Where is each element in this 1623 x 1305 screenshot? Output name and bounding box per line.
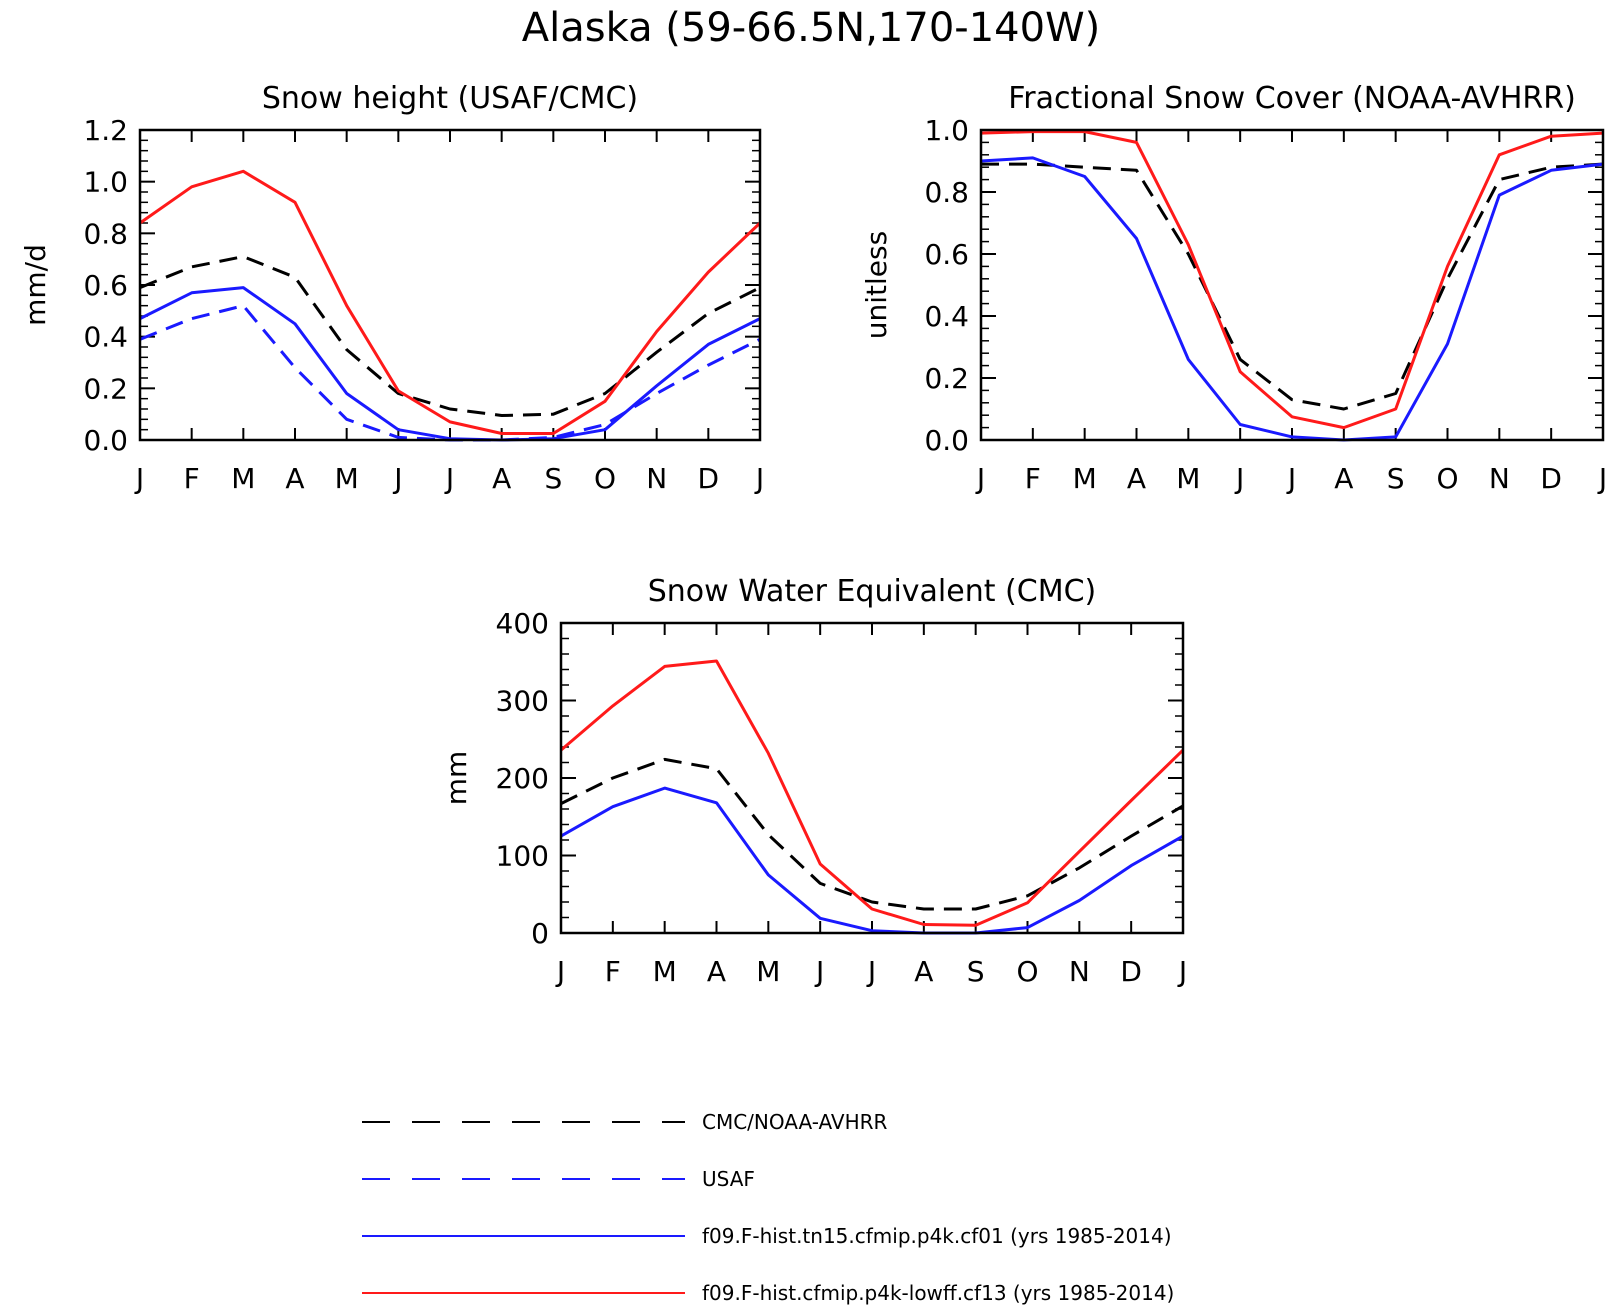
- x-tick-label: M: [231, 462, 255, 495]
- x-tick-label: J: [134, 462, 144, 495]
- series-line-obs: [139, 255, 761, 417]
- legend-label: USAF: [702, 1167, 755, 1191]
- x-tick-label: S: [1387, 462, 1405, 495]
- y-tick-label: 0: [531, 917, 549, 950]
- y-tick-label: 0.0: [83, 424, 128, 457]
- plot-frame: [559, 621, 1185, 935]
- series-line-cf13: [560, 659, 1185, 927]
- y-tick-label: 0.4: [924, 300, 969, 333]
- y-tick-label: 0.6: [924, 238, 969, 271]
- x-tick-label: S: [967, 955, 985, 988]
- y-axis-label: mm/d: [19, 244, 52, 326]
- x-tick-label: J: [754, 462, 764, 495]
- y-tick-label: 0.6: [83, 269, 128, 302]
- figure-title: Alaska (59-66.5N,170-140W): [522, 5, 1100, 51]
- y-tick-label: 100: [496, 840, 549, 873]
- legend-label: CMC/NOAA-AVHRR: [702, 1110, 888, 1134]
- x-tick-label: J: [392, 462, 402, 495]
- plot-frame: [138, 128, 762, 442]
- x-tick-label: M: [1176, 462, 1200, 495]
- y-tick-label: 0.8: [83, 217, 128, 250]
- x-tick-label: F: [184, 462, 200, 495]
- x-tick-label: D: [1540, 462, 1562, 495]
- x-tick-label: O: [1436, 462, 1458, 495]
- x-tick-label: D: [698, 462, 720, 495]
- series-line-obs: [981, 162, 1604, 411]
- x-tick-label: A: [707, 955, 726, 988]
- y-tick-label: 400: [496, 607, 549, 640]
- legend-label: f09.F-hist.tn15.cfmip.p4k.cf01 (yrs 1985…: [702, 1224, 1172, 1248]
- x-tick-label: J: [555, 955, 565, 988]
- y-tick-label: 200: [496, 762, 549, 795]
- y-axis-label: mm: [440, 751, 473, 806]
- y-tick-label: 1.0: [83, 166, 128, 199]
- x-tick-label: J: [444, 462, 454, 495]
- x-tick-label: S: [544, 462, 562, 495]
- y-tick-label: 1.2: [83, 114, 128, 147]
- x-tick-label: M: [653, 955, 677, 988]
- x-tick-label: J: [1597, 462, 1607, 495]
- x-tick-label: D: [1120, 955, 1142, 988]
- x-tick-label: M: [756, 955, 780, 988]
- legend-item: CMC/NOAA-AVHRR: [362, 1110, 888, 1134]
- x-tick-label: F: [605, 955, 621, 988]
- y-tick-label: 0.2: [83, 372, 128, 405]
- legend: CMC/NOAA-AVHRR USAF f09.F-hist.tn15.cfmip.…: [362, 1110, 1174, 1305]
- x-tick-label: J: [866, 955, 876, 988]
- panel-3: Snow Water Equivalent (CMC)mmJ F M A M J J A S O N…: [440, 574, 1187, 988]
- x-tick-label: O: [1016, 955, 1038, 988]
- panel-2: Fractional Snow Cover (NOAA-AVHRR) unitle…: [860, 81, 1607, 495]
- y-tick-label: 0.2: [924, 362, 969, 395]
- y-tick-label: 1.0: [924, 114, 969, 147]
- panel-title: Snow height (USAF/CMC): [262, 81, 638, 116]
- x-tick-label: O: [594, 462, 616, 495]
- legend-item: f09.F-hist.tn15.cfmip.p4k.cf01 (yrs 1985…: [362, 1224, 1172, 1248]
- y-tick-label: 0.4: [83, 321, 128, 354]
- legend-label: f09.F-hist.cfmip.p4k-lowff.cf13 (yrs 198…: [702, 1281, 1174, 1305]
- x-tick-label: J: [1234, 462, 1244, 495]
- series-line-cf01: [139, 286, 761, 442]
- x-tick-label: J: [1286, 462, 1296, 495]
- series-line-cf13: [139, 169, 762, 435]
- series-line-usaf: [139, 304, 761, 442]
- x-tick-label: A: [285, 462, 304, 495]
- series-line-cf01: [980, 156, 1604, 442]
- legend-item: f09.F-hist.cfmip.p4k-lowff.cf13 (yrs 198…: [362, 1281, 1174, 1305]
- series-line-obs: [560, 757, 1184, 911]
- y-tick-label: 0.0: [924, 424, 969, 457]
- x-tick-label: A: [492, 462, 511, 495]
- y-tick-label: 0.8: [924, 176, 969, 209]
- x-tick-label: N: [1069, 955, 1090, 988]
- x-tick-label: A: [914, 955, 933, 988]
- panel-1: Snow height (USAF/CMC)mm/dJ F M A M J J A S O N D J0…: [19, 81, 764, 495]
- x-tick-label: M: [1073, 462, 1097, 495]
- series-line-cf01: [560, 786, 1184, 935]
- plot-frame: [979, 128, 1605, 442]
- x-tick-label: N: [1489, 462, 1510, 495]
- panel-title: Fractional Snow Cover (NOAA-AVHRR): [1008, 81, 1576, 116]
- x-tick-label: A: [1334, 462, 1353, 495]
- y-tick-label: 300: [496, 685, 549, 718]
- x-tick-label: N: [646, 462, 667, 495]
- x-tick-label: M: [335, 462, 359, 495]
- x-tick-label: J: [814, 955, 824, 988]
- series-line-cf13: [980, 130, 1604, 430]
- y-axis-label: unitless: [860, 231, 893, 339]
- panels: Snow height (USAF/CMC)mm/dJ F M A M J J A S O N D J0…: [19, 81, 1607, 988]
- legend-item: USAF: [362, 1167, 755, 1191]
- x-tick-label: J: [975, 462, 985, 495]
- x-tick-label: J: [1177, 955, 1187, 988]
- panel-title: Snow Water Equivalent (CMC): [648, 574, 1096, 609]
- x-tick-label: A: [1127, 462, 1146, 495]
- x-tick-label: F: [1025, 462, 1041, 495]
